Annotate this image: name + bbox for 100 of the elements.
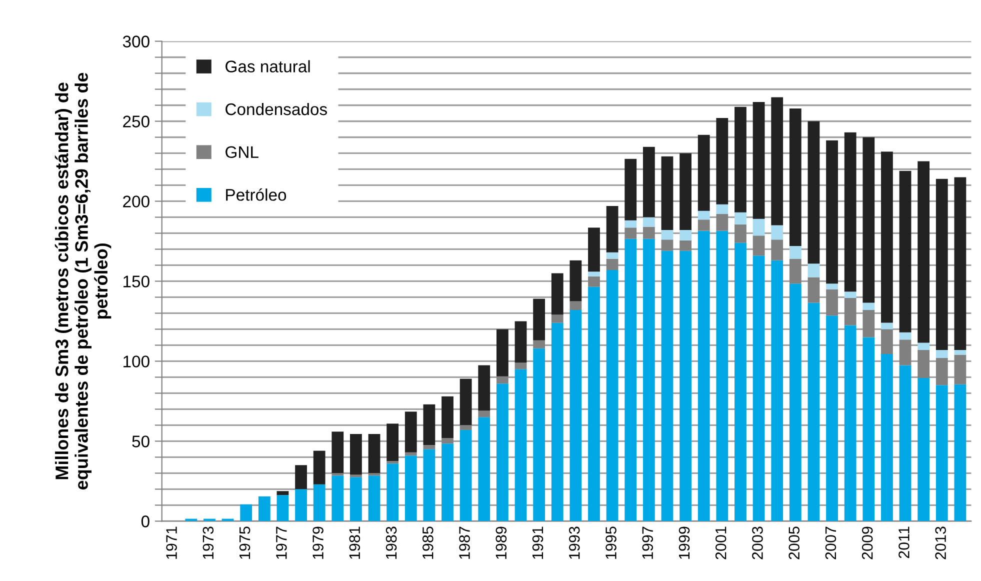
bar xyxy=(734,212,746,224)
bar xyxy=(368,476,380,522)
bar xyxy=(698,210,710,220)
x-tick-label: 2003 xyxy=(752,526,763,560)
bar xyxy=(936,358,948,386)
bar xyxy=(936,385,948,522)
bar xyxy=(442,438,454,444)
bar xyxy=(624,238,637,522)
y-tick-label: 50 xyxy=(132,436,150,448)
bar xyxy=(404,452,417,456)
bar xyxy=(295,465,307,490)
bar xyxy=(624,220,637,228)
y-tick-label: 250 xyxy=(123,116,150,128)
bar xyxy=(423,449,436,522)
bar xyxy=(606,258,618,270)
bar xyxy=(460,430,472,522)
bar xyxy=(386,424,399,462)
bar xyxy=(368,434,380,474)
x-tick-label: 1973 xyxy=(202,526,214,559)
bar xyxy=(899,340,912,366)
bar xyxy=(642,217,655,227)
bar xyxy=(918,342,930,350)
x-tick-label: 1975 xyxy=(239,526,250,559)
bar xyxy=(789,284,802,522)
bar xyxy=(404,456,417,522)
legend-label: Gas natural xyxy=(226,60,310,72)
bar xyxy=(936,350,948,358)
bar xyxy=(698,134,710,211)
bar xyxy=(442,444,454,522)
bar xyxy=(734,242,746,522)
x-tick-label: 1987 xyxy=(459,526,470,559)
bar xyxy=(661,230,674,240)
bar xyxy=(918,350,930,378)
bar xyxy=(752,218,765,236)
bar xyxy=(642,146,655,218)
bar xyxy=(844,325,856,522)
bar xyxy=(661,156,674,230)
bar xyxy=(386,464,399,522)
bar xyxy=(752,256,765,522)
bar xyxy=(771,97,784,226)
bar xyxy=(826,316,838,522)
bar xyxy=(551,322,564,522)
y-tick-label: 300 xyxy=(122,36,150,48)
bar xyxy=(496,329,508,376)
x-tick-label: 1985 xyxy=(422,526,434,559)
bar xyxy=(881,329,893,354)
bar xyxy=(771,260,784,522)
bar xyxy=(826,284,838,290)
bar xyxy=(954,177,966,350)
bar xyxy=(332,473,344,476)
bar xyxy=(698,220,710,231)
bar xyxy=(478,417,490,522)
bar xyxy=(642,238,655,522)
bar xyxy=(276,491,289,496)
bar xyxy=(899,365,912,522)
x-tick-label: 2013 xyxy=(935,526,946,560)
bar xyxy=(313,484,326,522)
bar xyxy=(680,250,692,522)
x-tick-label: 1991 xyxy=(532,526,544,559)
bar xyxy=(240,504,252,522)
bar xyxy=(698,230,710,522)
bar xyxy=(642,226,655,239)
bar xyxy=(808,302,820,522)
bar xyxy=(734,224,746,243)
bar xyxy=(496,376,508,384)
y-tick-label: 100 xyxy=(124,356,150,368)
bar xyxy=(258,496,270,522)
bar xyxy=(734,106,746,212)
x-tick-label: 1981 xyxy=(349,526,360,559)
bar xyxy=(295,489,307,522)
bar xyxy=(808,121,820,264)
x-tick-label: 2009 xyxy=(862,526,873,560)
x-tick-label: 1983 xyxy=(386,526,397,559)
bar xyxy=(514,321,527,363)
bar xyxy=(680,153,692,230)
bar xyxy=(789,246,802,259)
bar xyxy=(680,230,692,240)
bar xyxy=(661,250,674,522)
bar xyxy=(478,410,490,418)
bar xyxy=(606,270,618,522)
bar xyxy=(588,272,600,276)
bar xyxy=(752,236,765,256)
bar xyxy=(808,264,820,278)
bar xyxy=(606,252,618,259)
bar xyxy=(442,396,454,438)
bar xyxy=(680,240,692,251)
bar xyxy=(844,298,856,326)
bar xyxy=(918,161,930,343)
x-tick-label: 1997 xyxy=(642,526,654,559)
bar xyxy=(588,276,600,287)
bar xyxy=(533,340,546,348)
y-axis-title: Millones de Sm3 (metros cúbicos estándar) de equivalentes de petróleo (1 Sm3=6,29 barriles de petróleo) xyxy=(54,72,112,490)
bar xyxy=(826,289,838,316)
bar xyxy=(771,225,784,240)
bar xyxy=(789,258,802,284)
bar xyxy=(570,301,582,310)
bar xyxy=(716,204,728,214)
bar xyxy=(533,348,546,522)
bar xyxy=(752,102,765,219)
bar xyxy=(350,434,362,475)
